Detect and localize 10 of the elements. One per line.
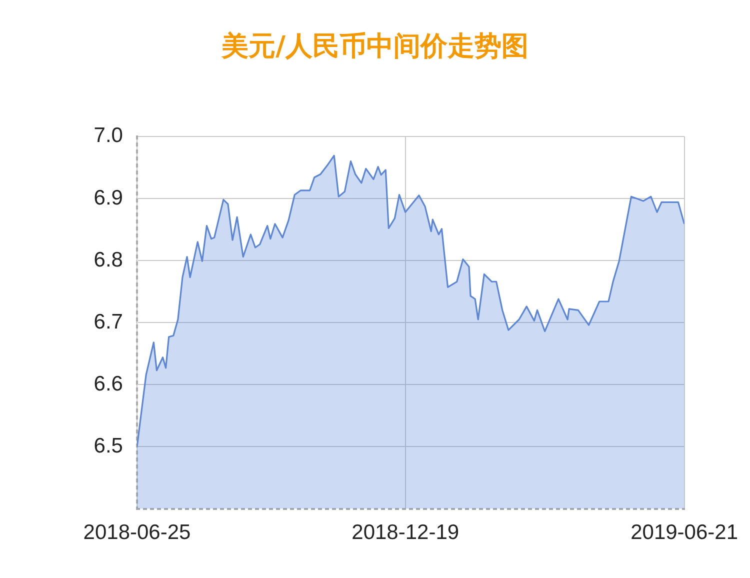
y-tick-label: 6.9 — [94, 186, 123, 210]
y-tick-label: 6.8 — [94, 248, 123, 272]
y-tick-label: 6.7 — [94, 310, 123, 334]
chart-title: 美元/人民币中间价走势图 — [220, 31, 528, 62]
x-tick-label: 2018-06-25 — [83, 521, 191, 544]
y-tick-label: 6.6 — [94, 372, 123, 396]
y-tick-label: 6.5 — [94, 434, 123, 458]
y-tick-label: 7.0 — [94, 124, 123, 148]
x-tick-label: 2018-12-19 — [352, 521, 460, 544]
x-tick-label: 2019-06-21 — [630, 521, 738, 544]
